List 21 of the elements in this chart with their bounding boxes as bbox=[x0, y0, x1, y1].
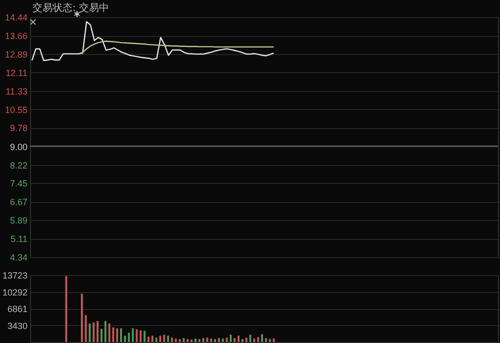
line-series bbox=[31, 21, 274, 62]
line-series bbox=[78, 40, 274, 54]
y-tick-label: 7.45 bbox=[10, 178, 28, 189]
y-tick-label: 5.89 bbox=[10, 216, 28, 226]
y-tick-label: 12.89 bbox=[4, 49, 28, 60]
text: 交易状态: 交易中 bbox=[32, 2, 110, 14]
y-tick-label: 13.66 bbox=[4, 31, 28, 42]
y-tick-label: 9.00 bbox=[10, 142, 28, 152]
y-tick-label: 10292 bbox=[2, 287, 28, 298]
y-tick-label: 11.33 bbox=[6, 86, 28, 96]
y-tick-label: 12.11 bbox=[6, 68, 28, 78]
y-tick-label: 6861 bbox=[7, 304, 28, 314]
y-tick-label: 10.55 bbox=[4, 104, 28, 115]
y-tick-label: 13723 bbox=[2, 270, 28, 280]
y-tick-label: 3430 bbox=[7, 320, 28, 331]
y-tick-label: 8.22 bbox=[10, 160, 28, 170]
y-tick-label: 9.78 bbox=[10, 123, 28, 134]
y-tick-label: 5.11 bbox=[10, 234, 28, 244]
y-tick-label: 6.67 bbox=[10, 197, 28, 208]
y-tick-label: 4.34 bbox=[10, 252, 28, 262]
y-tick-label: 14.44 bbox=[4, 12, 28, 22]
